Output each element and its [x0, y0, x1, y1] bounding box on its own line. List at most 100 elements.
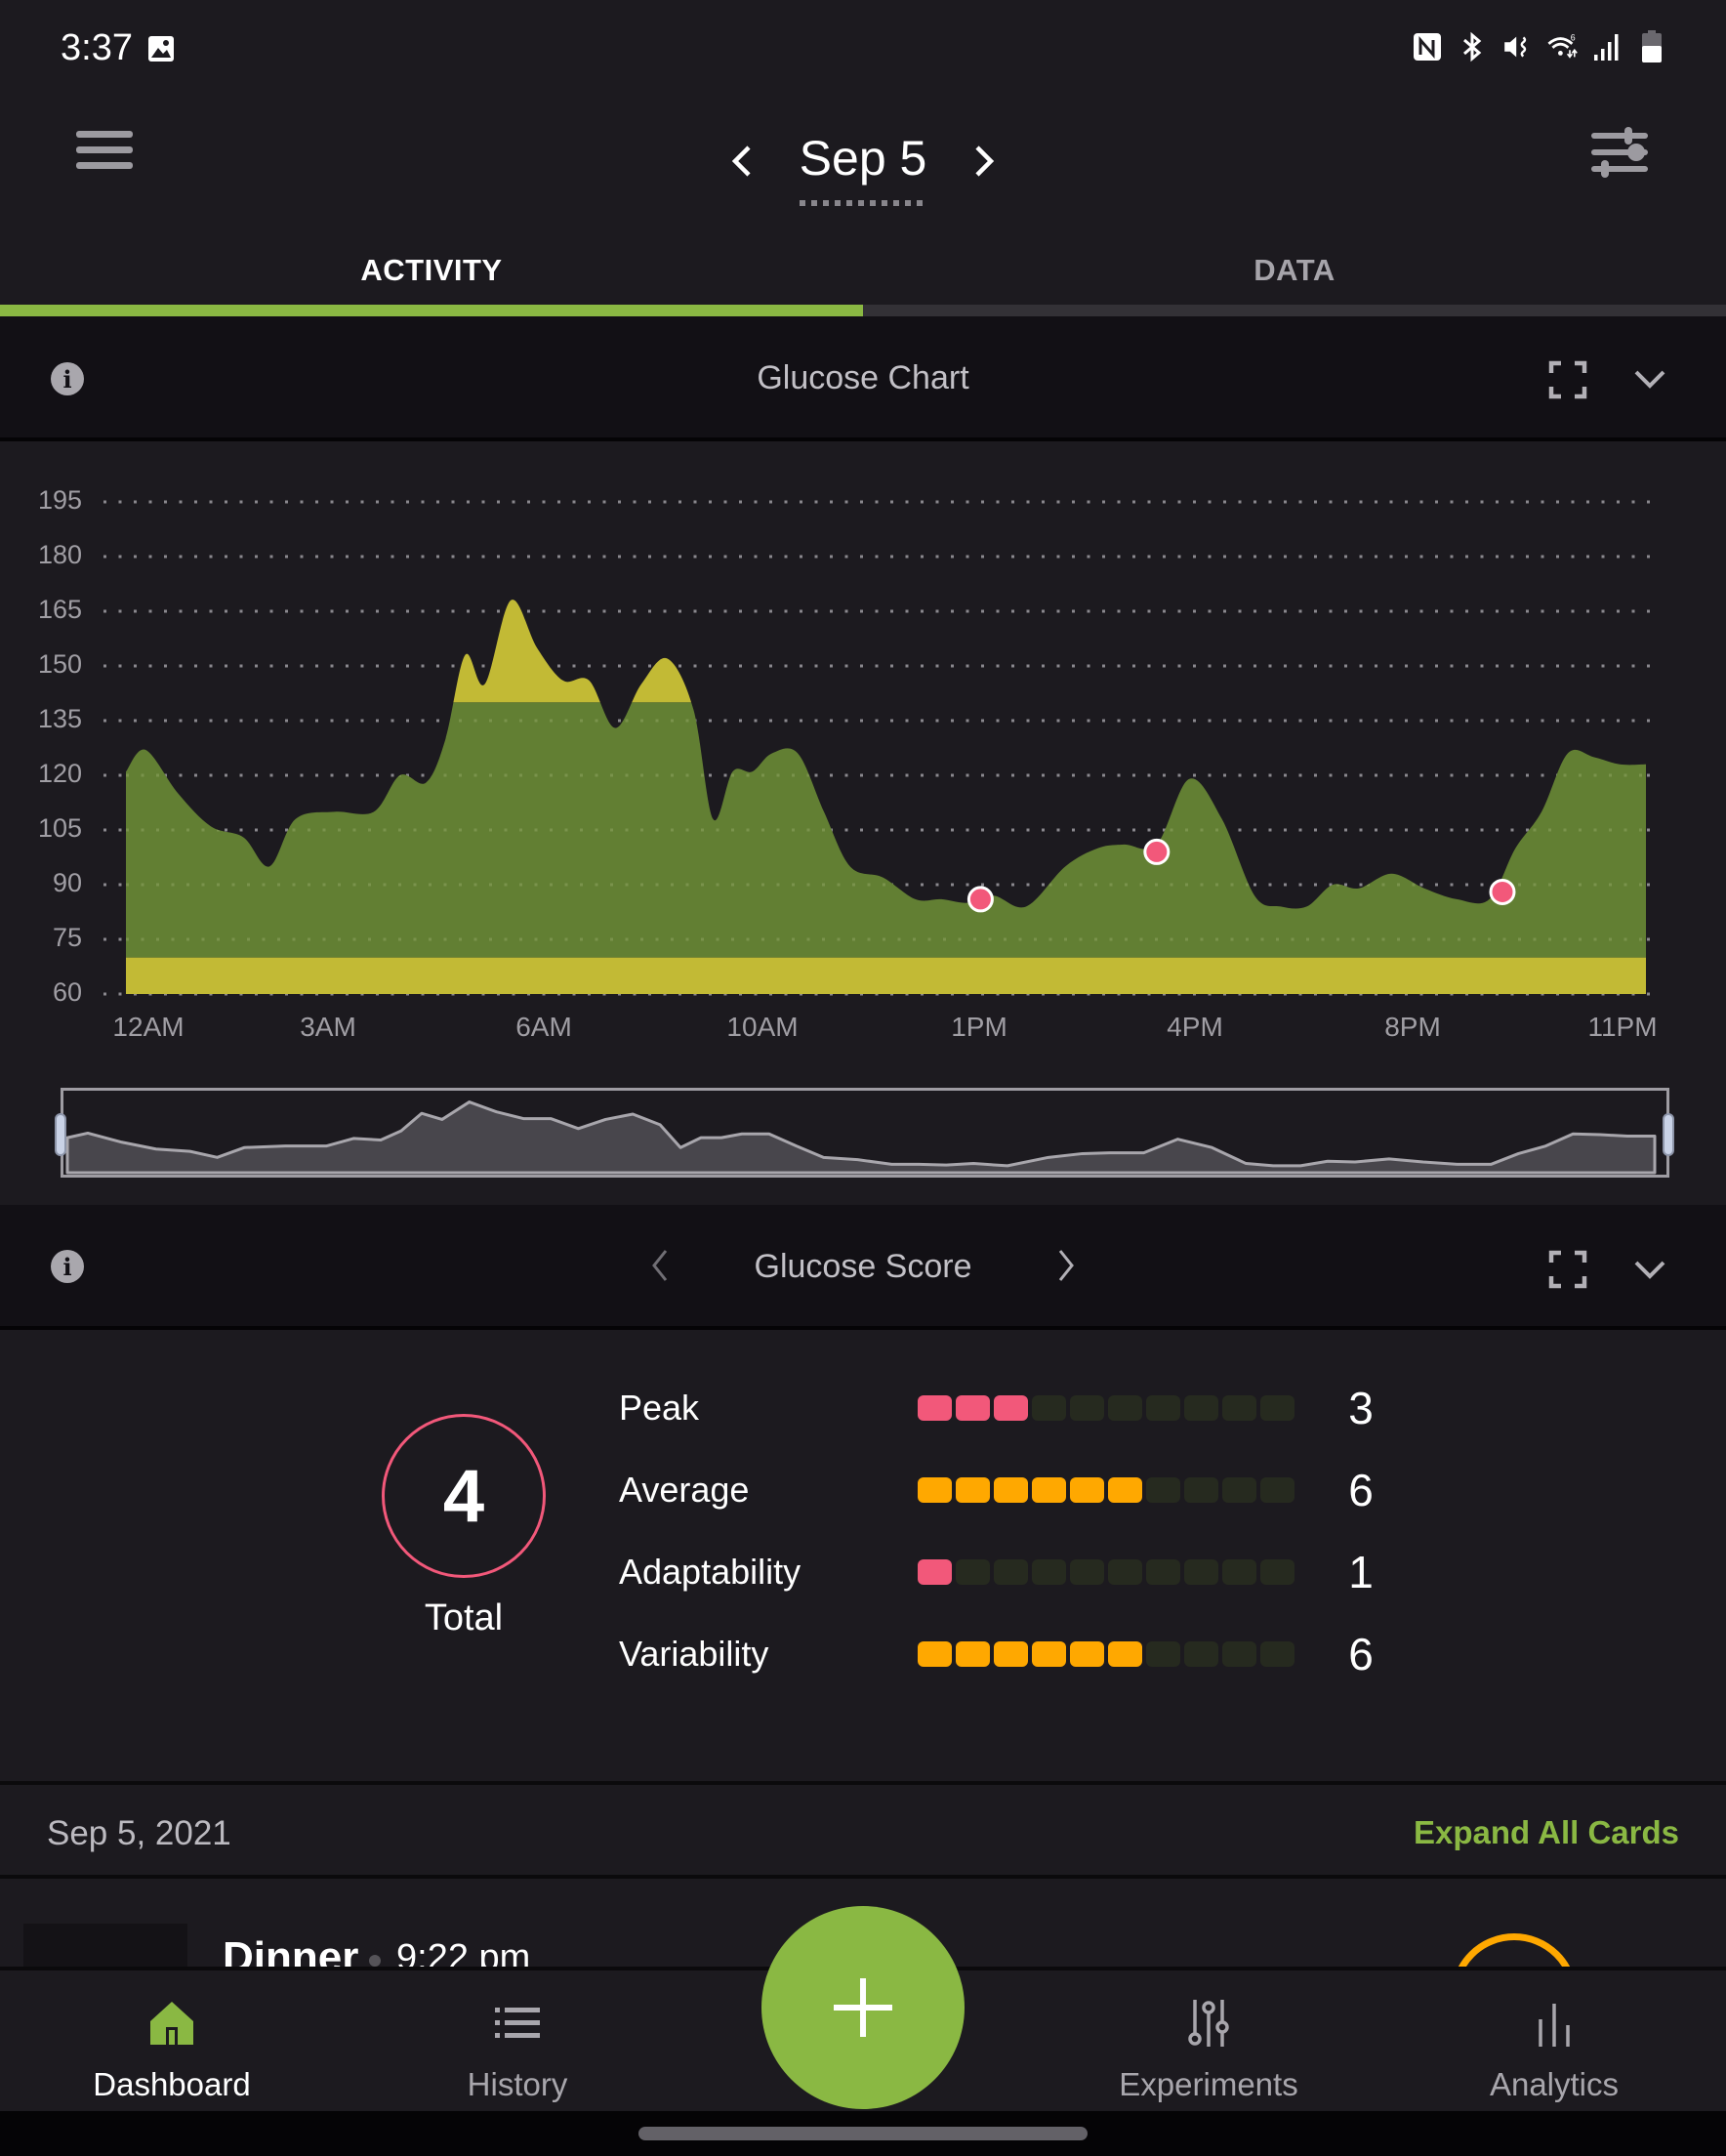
chevron-right-icon — [975, 145, 995, 177]
x-tick-label: 1PM — [951, 1012, 1007, 1042]
home-gesture-bar[interactable] — [638, 2127, 1088, 2140]
bar-segment-empty — [1222, 1641, 1256, 1667]
glucose-chart[interactable]: 195 180 165 150 135 120 105 90 75 60 12AM 3AM 6AM 10… — [0, 441, 1726, 1203]
bar-segment-filled — [918, 1395, 952, 1421]
y-tick-label: 60 — [52, 977, 82, 1007]
plus-icon — [834, 1978, 892, 2037]
glucose-chart-header: i Glucose Chart — [0, 316, 1726, 441]
metric-value: 3 — [1348, 1383, 1374, 1433]
nav-analytics[interactable]: Analytics — [1408, 1970, 1701, 2115]
bar-segment-filled — [956, 1395, 990, 1421]
app-header: Sep 5 — [0, 98, 1726, 234]
nav-history[interactable]: History — [371, 1970, 664, 2115]
bar-segment-empty — [1184, 1395, 1218, 1421]
x-tick-label: 8PM — [1384, 1012, 1441, 1042]
y-tick-label: 105 — [37, 813, 82, 843]
info-icon[interactable]: i — [51, 362, 84, 395]
status-time-group: 3:37 — [61, 27, 176, 69]
y-tick-label: 135 — [37, 704, 82, 733]
entry-thumbnail — [23, 1924, 187, 1967]
nav-experiments[interactable]: Experiments — [1062, 1970, 1355, 2115]
metric-label: Variability — [619, 1634, 769, 1674]
bar-segment-filled — [1108, 1477, 1142, 1503]
x-tick-label: 3AM — [300, 1012, 356, 1042]
bar-segment-empty — [1070, 1559, 1104, 1585]
meal-marker — [966, 886, 994, 913]
nav-dashboard[interactable]: Dashboard — [25, 1970, 318, 2115]
bar-segment-filled — [1070, 1477, 1104, 1503]
bar-segment-filled — [1108, 1641, 1142, 1667]
bar-segment-filled — [918, 1477, 952, 1503]
y-tick-label: 150 — [37, 649, 82, 679]
tab-indicator-active — [0, 305, 863, 316]
sliders-icon — [1188, 2000, 1229, 2047]
expand-all-cards-button[interactable]: Expand All Cards — [1413, 1814, 1679, 1850]
navigator-sparkline — [65, 1100, 1657, 1175]
bar-segment-empty — [1146, 1395, 1180, 1421]
tab-activity[interactable]: ACTIVITY — [360, 253, 503, 287]
bar-segment-empty — [1260, 1395, 1294, 1421]
bar-segment-empty — [1184, 1559, 1218, 1585]
card-title: Glucose Chart — [757, 359, 969, 396]
date-navigator: Sep 5 — [722, 117, 1004, 206]
bar-segment-empty — [994, 1559, 1028, 1585]
bar-segment-empty — [1146, 1477, 1180, 1503]
add-entry-button[interactable] — [761, 1906, 965, 2109]
chevron-down-icon[interactable] — [1632, 361, 1667, 396]
bar-segment-filled — [1070, 1641, 1104, 1667]
y-tick-label: 75 — [52, 923, 82, 952]
filter-settings-button[interactable] — [1589, 125, 1650, 180]
y-tick-label: 120 — [37, 759, 82, 788]
metric-value: 6 — [1348, 1629, 1374, 1679]
chevron-down-icon[interactable] — [1632, 1252, 1667, 1287]
metric-bar — [918, 1477, 1294, 1503]
bar-segment-empty — [1146, 1559, 1180, 1585]
menu-button[interactable] — [76, 131, 133, 174]
bar-segment-filled — [1032, 1477, 1066, 1503]
bar-segment-filled — [918, 1559, 952, 1585]
prev-score-chevron-left-icon[interactable] — [648, 1248, 672, 1283]
glucose-area-chart[interactable] — [0, 441, 1726, 1203]
range-navigator[interactable] — [61, 1088, 1669, 1178]
below-range-band — [126, 957, 1646, 994]
metric-bar — [918, 1559, 1294, 1585]
status-time: 3:37 — [61, 27, 133, 68]
nav-label: Dashboard — [93, 2066, 251, 2102]
card-title: Glucose Score — [754, 1248, 972, 1285]
status-icons: 6 — [1412, 29, 1667, 64]
bar-segment-filled — [1032, 1641, 1066, 1667]
glucose-score-header: i Glucose Score — [0, 1205, 1726, 1330]
above-range-area — [126, 600, 1646, 703]
x-tick-label: 11PM — [1587, 1012, 1658, 1042]
bluetooth-icon — [1463, 31, 1482, 62]
separator-dot — [369, 1955, 381, 1967]
date-picker[interactable]: Sep 5 — [799, 130, 926, 206]
y-tick-label: 90 — [52, 868, 82, 897]
bar-segment-empty — [1260, 1559, 1294, 1585]
bar-segment-empty — [956, 1559, 990, 1585]
glucose-score-body — [0, 1330, 1726, 1779]
metric-bar — [918, 1395, 1294, 1421]
bar-segment-empty — [1260, 1641, 1294, 1667]
bar-segment-empty — [1222, 1395, 1256, 1421]
entry-title: Dinner — [223, 1933, 359, 1967]
metric-row-average: Average 6 — [619, 1461, 1400, 1519]
x-tick-label: 4PM — [1167, 1012, 1223, 1042]
total-score-circle: 4 — [382, 1414, 546, 1578]
metric-label: Average — [619, 1470, 750, 1510]
fullscreen-icon[interactable] — [1548, 360, 1587, 399]
range-handle-left[interactable] — [55, 1113, 66, 1156]
next-day-button[interactable] — [965, 132, 1004, 190]
fullscreen-icon[interactable] — [1548, 1250, 1587, 1289]
tab-data[interactable]: DATA — [1253, 253, 1336, 287]
nfc-icon — [1414, 33, 1441, 61]
next-score-chevron-right-icon[interactable] — [1054, 1248, 1078, 1283]
home-icon — [150, 2002, 193, 2045]
prev-day-button[interactable] — [722, 132, 761, 190]
metric-row-adaptability: Adaptability 1 — [619, 1543, 1400, 1601]
metric-value: 1 — [1348, 1547, 1374, 1597]
range-handle-right[interactable] — [1663, 1113, 1674, 1156]
tab-bar: ACTIVITY DATA — [0, 234, 1726, 316]
info-icon[interactable]: i — [51, 1250, 84, 1283]
metric-row-peak: Peak 3 — [619, 1379, 1400, 1437]
